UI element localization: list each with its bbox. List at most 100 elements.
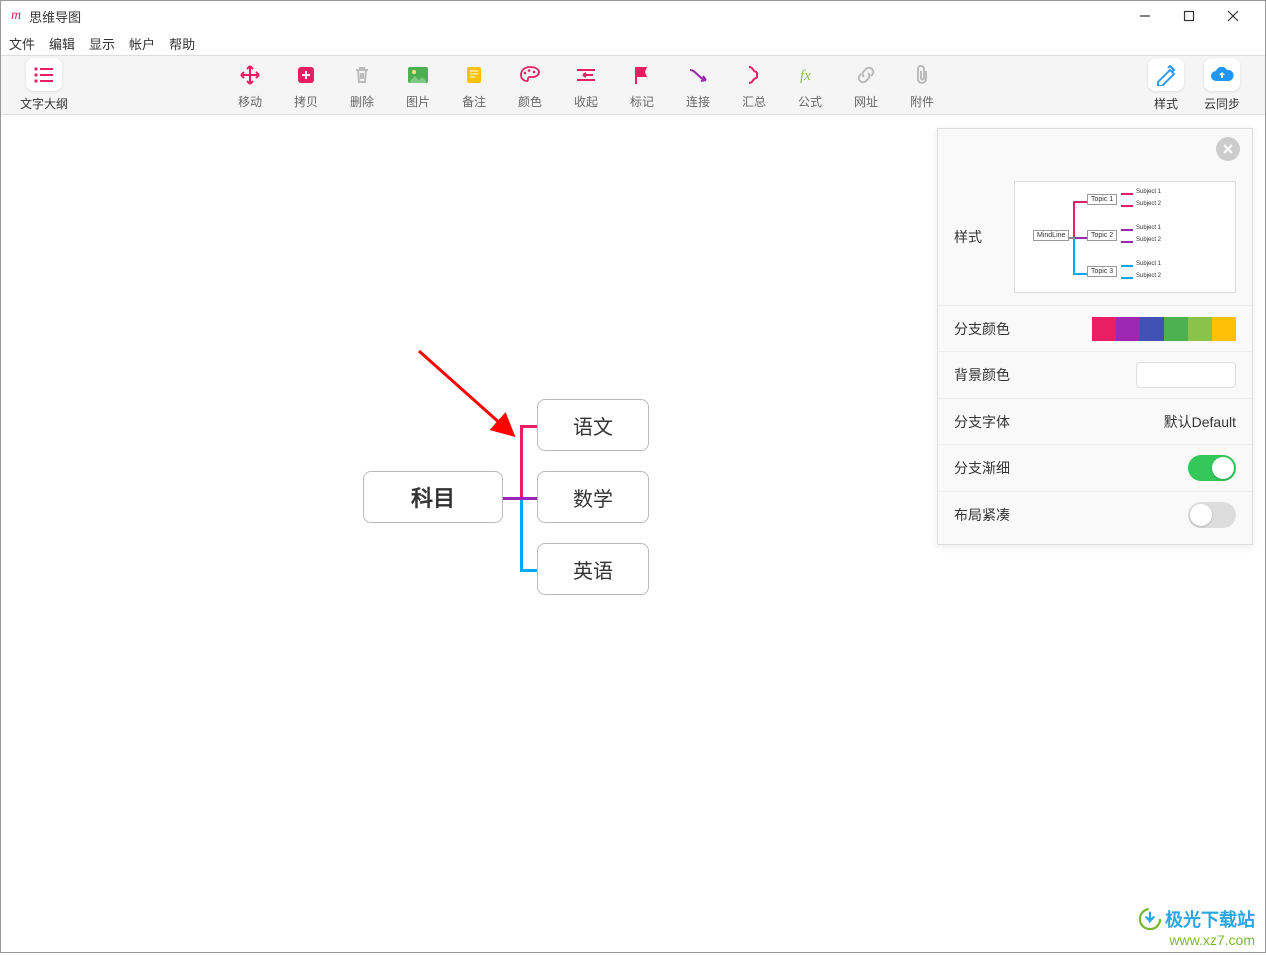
mindmap-child-node[interactable]: 数学 (537, 471, 649, 523)
menu-file[interactable]: 文件 (9, 34, 35, 53)
bg-color-box[interactable] (1136, 362, 1236, 388)
color-swatch[interactable] (1164, 317, 1188, 341)
move-button[interactable]: 移动 (222, 58, 278, 112)
branch-color-row: 分支颜色 (938, 305, 1252, 351)
copy-icon (292, 61, 320, 89)
window-controls (1123, 1, 1255, 31)
summary-button[interactable]: 汇总 (726, 58, 782, 112)
color-swatch[interactable] (1212, 317, 1236, 341)
summary-label: 汇总 (742, 93, 766, 110)
bg-color-label: 背景颜色 (954, 365, 1034, 385)
url-button[interactable]: 网址 (838, 58, 894, 112)
move-label: 移动 (238, 93, 262, 110)
close-button[interactable] (1211, 1, 1255, 31)
branch-taper-row: 分支渐细 (938, 444, 1252, 491)
menu-view[interactable]: 显示 (89, 34, 115, 53)
arrow-annotation (1, 115, 941, 955)
layout-compact-label: 布局紧凑 (954, 505, 1034, 525)
style-button[interactable]: 样式 (1138, 58, 1194, 112)
menu-edit[interactable]: 编辑 (49, 34, 75, 53)
branch-color-swatches[interactable] (1092, 317, 1236, 341)
attach-label: 附件 (910, 93, 934, 110)
watermark-logo-icon (1139, 908, 1161, 930)
branch-taper-label: 分支渐细 (954, 458, 1034, 478)
outline-label: 文字大纲 (20, 95, 68, 112)
collapse-label: 收起 (574, 93, 598, 110)
style-preview[interactable]: MindLineTopic 1Subject 1Subject 2Topic 2… (1014, 181, 1236, 293)
watermark-url: www.xz7.com (1139, 932, 1255, 948)
mindmap-root-node[interactable]: 科目 (363, 471, 503, 523)
image-icon (404, 61, 432, 89)
cloud-label: 云同步 (1204, 95, 1240, 112)
outline-button[interactable]: 文字大纲 (16, 58, 72, 112)
outline-icon (26, 58, 62, 91)
style-label: 样式 (1154, 95, 1178, 112)
collapse-icon (572, 61, 600, 89)
window-title: 思维导图 (29, 7, 1123, 26)
note-button[interactable]: 备注 (446, 58, 502, 112)
color-label: 颜色 (518, 93, 542, 110)
style-icon (1148, 58, 1184, 91)
mindmap-child-label: 英语 (573, 555, 613, 584)
delete-icon (348, 61, 376, 89)
collapse-button[interactable]: 收起 (558, 58, 614, 112)
branch-font-label: 分支字体 (954, 412, 1034, 432)
note-icon (460, 61, 488, 89)
formula-button[interactable]: fx 公式 (782, 58, 838, 112)
color-button[interactable]: 颜色 (502, 58, 558, 112)
cloud-sync-button[interactable]: 云同步 (1194, 58, 1250, 112)
note-label: 备注 (462, 93, 486, 110)
style-panel-header (938, 129, 1252, 169)
menu-account[interactable]: 帐户 (129, 34, 155, 53)
delete-label: 删除 (350, 93, 374, 110)
move-icon (236, 61, 264, 89)
marker-icon (628, 61, 656, 89)
layout-compact-toggle[interactable] (1188, 502, 1236, 528)
maximize-button[interactable] (1167, 1, 1211, 31)
color-icon (516, 61, 544, 89)
branch-color-label: 分支颜色 (954, 319, 1034, 339)
marker-label: 标记 (630, 93, 654, 110)
copy-label: 拷贝 (294, 93, 318, 110)
branch-font-row: 分支字体 默认Default (938, 398, 1252, 444)
color-swatch[interactable] (1092, 317, 1116, 341)
layout-compact-row: 布局紧凑 (938, 491, 1252, 544)
mindmap-child-label: 语文 (573, 411, 613, 440)
attach-icon (908, 61, 936, 89)
delete-button[interactable]: 删除 (334, 58, 390, 112)
menu-bar: 文件 编辑 显示 帐户 帮助 (1, 31, 1265, 55)
link-icon (684, 61, 712, 89)
url-icon (852, 61, 880, 89)
panel-close-button[interactable] (1216, 137, 1240, 161)
link-button[interactable]: 连接 (670, 58, 726, 112)
mindmap-child-node[interactable]: 语文 (537, 399, 649, 451)
style-preview-label: 样式 (954, 227, 1014, 247)
app-icon: m (11, 8, 21, 24)
mindmap-child-node[interactable]: 英语 (537, 543, 649, 595)
svg-text:fx: fx (800, 68, 811, 84)
attach-button[interactable]: 附件 (894, 58, 950, 112)
menu-help[interactable]: 帮助 (169, 34, 195, 53)
branch-taper-toggle[interactable] (1188, 455, 1236, 481)
formula-label: 公式 (798, 93, 822, 110)
style-panel: 样式 MindLineTopic 1Subject 1Subject 2Topi… (937, 128, 1253, 545)
style-preview-row: 样式 MindLineTopic 1Subject 1Subject 2Topi… (938, 169, 1252, 305)
image-button[interactable]: 图片 (390, 58, 446, 112)
color-swatch[interactable] (1140, 317, 1164, 341)
watermark-brand: 极光下载站 (1165, 906, 1255, 932)
minimize-button[interactable] (1123, 1, 1167, 31)
marker-button[interactable]: 标记 (614, 58, 670, 112)
link-label: 连接 (686, 93, 710, 110)
toolbar: 文字大纲 移动 拷贝 删除 图片 备注 颜色 收起 标记 连接 汇总 fx (1, 55, 1265, 115)
url-label: 网址 (854, 93, 878, 110)
bg-color-row: 背景颜色 (938, 351, 1252, 398)
title-bar: m 思维导图 (1, 1, 1265, 31)
color-swatch[interactable] (1188, 317, 1212, 341)
mindmap-root-label: 科目 (411, 481, 455, 513)
close-icon (1222, 143, 1234, 155)
branch-font-value[interactable]: 默认Default (1164, 412, 1236, 432)
copy-button[interactable]: 拷贝 (278, 58, 334, 112)
color-swatch[interactable] (1116, 317, 1140, 341)
cloud-icon (1204, 58, 1240, 91)
mindmap-child-label: 数学 (573, 483, 613, 512)
